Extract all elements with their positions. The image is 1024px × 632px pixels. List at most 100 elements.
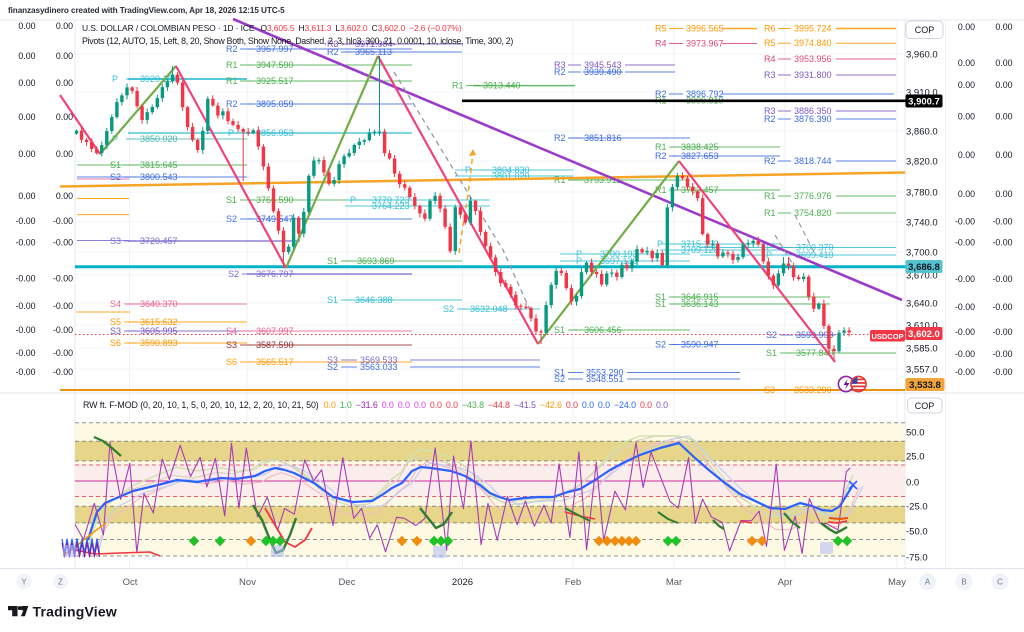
svg-text:0.00: 0.00 — [958, 22, 975, 32]
svg-text:R2: R2 — [554, 133, 566, 143]
svg-text:-0.00: -0.00 — [53, 238, 73, 248]
svg-text:0.00: 0.00 — [18, 51, 35, 61]
svg-text:-0.00: -0.00 — [15, 274, 35, 284]
svg-text:3,860.0: 3,860.0 — [906, 127, 938, 138]
svg-text:TradingView: TradingView — [33, 604, 117, 620]
svg-text:S1: S1 — [554, 368, 565, 378]
svg-text:P: P — [657, 239, 663, 249]
svg-text:0.0: 0.0 — [906, 478, 919, 489]
svg-text:0.00: 0.00 — [18, 191, 35, 201]
svg-text:-75.0: -75.0 — [906, 553, 928, 564]
svg-text:R3: R3 — [764, 106, 776, 116]
svg-text:R4: R4 — [764, 54, 776, 64]
svg-text:3565.517: 3565.517 — [256, 357, 294, 367]
svg-text:S2: S2 — [110, 172, 121, 182]
svg-text:3646.915: 3646.915 — [681, 292, 719, 302]
svg-text:-0.00: -0.00 — [992, 217, 1012, 227]
svg-text:0.00: 0.00 — [995, 22, 1012, 32]
svg-text:P: P — [228, 128, 234, 138]
svg-text:3925.517: 3925.517 — [256, 76, 294, 86]
svg-text:3569.533: 3569.533 — [360, 355, 398, 365]
svg-text:Y: Y — [21, 578, 27, 587]
svg-text:3636.143: 3636.143 — [681, 299, 719, 309]
svg-text:3996.565: 3996.565 — [686, 24, 724, 34]
svg-text:COP: COP — [915, 25, 935, 35]
svg-text:3,640.0: 3,640.0 — [906, 299, 938, 310]
svg-text:P: P — [576, 256, 582, 266]
svg-text:3605.995: 3605.995 — [140, 326, 178, 336]
svg-text:S2: S2 — [327, 362, 338, 372]
svg-text:3577.840: 3577.840 — [796, 348, 834, 358]
svg-text:3995.724: 3995.724 — [794, 24, 832, 34]
svg-text:3896.792: 3896.792 — [686, 89, 724, 99]
svg-text:R2: R2 — [764, 156, 776, 166]
svg-text:RW ft. F-MOD (0, 20, 10, 1, 5,: RW ft. F-MOD (0, 20, 10, 1, 5, 0, 20, 10… — [83, 400, 668, 410]
svg-text:May: May — [888, 577, 906, 588]
svg-text:3749.547: 3749.547 — [256, 214, 294, 224]
svg-text:0.00: 0.00 — [958, 189, 975, 199]
svg-text:3827.653: 3827.653 — [681, 151, 719, 161]
svg-text:-0.00: -0.00 — [15, 348, 35, 358]
svg-text:3,670.0: 3,670.0 — [906, 271, 938, 282]
svg-text:-0.00: -0.00 — [53, 325, 73, 335]
svg-text:0.00: 0.00 — [958, 80, 975, 90]
svg-text:3,780.0: 3,780.0 — [906, 188, 938, 199]
svg-text:3,557.0: 3,557.0 — [906, 365, 938, 376]
svg-text:P: P — [465, 165, 471, 175]
svg-text:R6: R6 — [764, 24, 776, 34]
svg-text:-0.00: -0.00 — [992, 349, 1012, 359]
svg-text:3913.440: 3913.440 — [483, 81, 521, 91]
svg-text:R2: R2 — [327, 47, 339, 57]
svg-text:S1: S1 — [766, 348, 777, 358]
svg-text:3876.390: 3876.390 — [794, 114, 832, 124]
svg-text:R2: R2 — [226, 44, 238, 54]
svg-text:3548.551: 3548.551 — [586, 374, 624, 384]
svg-text:-0.00: -0.00 — [53, 216, 73, 226]
svg-text:B: B — [961, 578, 966, 587]
svg-text:-0.00: -0.00 — [53, 301, 73, 311]
svg-text:S1: S1 — [655, 299, 666, 309]
svg-text:S3: S3 — [110, 236, 121, 246]
svg-text:S3: S3 — [110, 326, 121, 336]
svg-text:-0.00: -0.00 — [53, 367, 73, 377]
svg-text:0.00: 0.00 — [56, 78, 73, 88]
svg-text:-0.00: -0.00 — [955, 274, 975, 284]
svg-text:3818.744: 3818.744 — [794, 156, 832, 166]
svg-text:S2: S2 — [226, 214, 237, 224]
svg-text:P: P — [112, 74, 118, 84]
svg-text:USDCOP: USDCOP — [871, 332, 903, 341]
svg-text:P: P — [576, 249, 582, 259]
svg-text:-0.00: -0.00 — [955, 302, 975, 312]
svg-text:0.00: 0.00 — [56, 149, 73, 159]
svg-text:3,700.0: 3,700.0 — [906, 248, 938, 259]
svg-text:-0.00: -0.00 — [992, 238, 1012, 248]
svg-text:Oct: Oct — [123, 577, 138, 588]
svg-text:3895.059: 3895.059 — [256, 99, 294, 109]
svg-text:0.00: 0.00 — [56, 112, 73, 122]
svg-text:0.00: 0.00 — [995, 189, 1012, 199]
svg-text:Nov: Nov — [239, 577, 256, 588]
svg-text:S2: S2 — [554, 374, 565, 384]
svg-text:3931.800: 3931.800 — [794, 70, 832, 80]
svg-text:-0.00: -0.00 — [15, 216, 35, 226]
svg-text:S1: S1 — [110, 160, 121, 170]
svg-text:3974.840: 3974.840 — [794, 38, 832, 48]
svg-text:3,910.0: 3,910.0 — [906, 88, 938, 99]
svg-text:R4: R4 — [655, 39, 667, 49]
svg-text:50.0: 50.0 — [906, 428, 925, 439]
svg-text:R1: R1 — [226, 76, 238, 86]
svg-text:2026: 2026 — [452, 577, 473, 588]
svg-text:3850.020: 3850.020 — [140, 134, 178, 144]
svg-text:-0.00: -0.00 — [955, 349, 975, 359]
svg-text:3967.997: 3967.997 — [256, 44, 294, 54]
svg-text:3606.456: 3606.456 — [584, 325, 622, 335]
svg-text:3,610.0: 3,610.0 — [906, 321, 938, 332]
svg-text:3815.645: 3815.645 — [140, 160, 178, 170]
svg-text:0.00: 0.00 — [18, 78, 35, 88]
svg-text:0.00: 0.00 — [995, 150, 1012, 160]
svg-text:S6: S6 — [226, 357, 237, 367]
svg-text:-0.00: -0.00 — [15, 367, 35, 377]
svg-text:Feb: Feb — [565, 577, 581, 588]
svg-text:3590.947: 3590.947 — [681, 340, 719, 350]
svg-text:3553.290: 3553.290 — [586, 368, 624, 378]
